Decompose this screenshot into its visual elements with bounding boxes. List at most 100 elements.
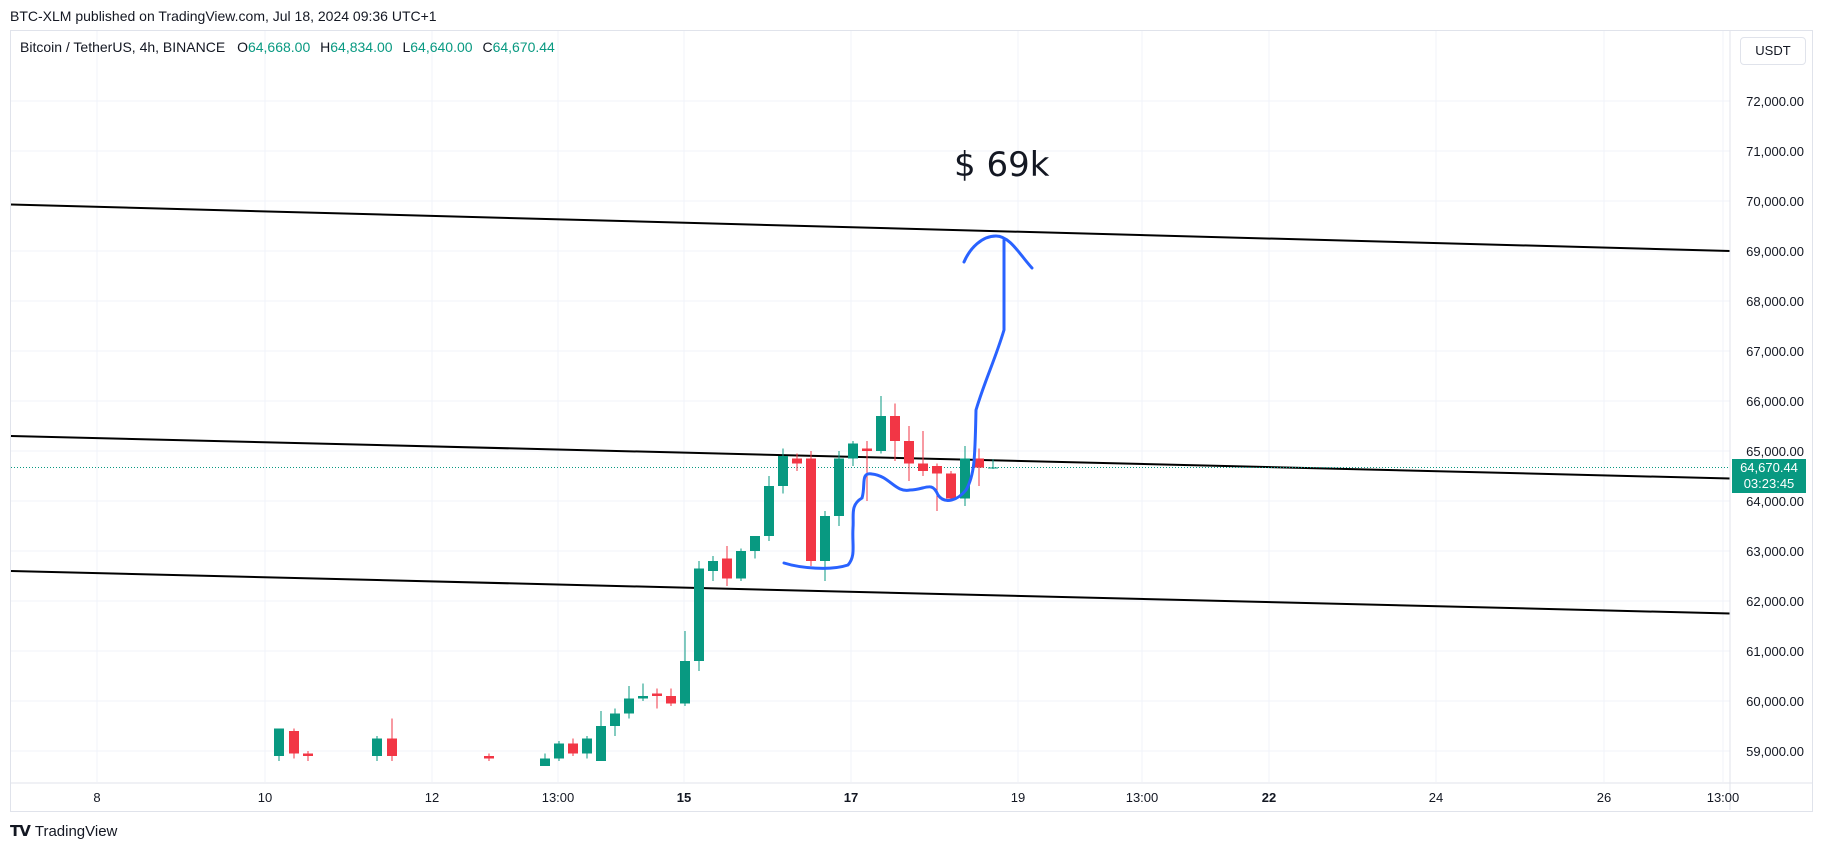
candle-body [890, 416, 900, 441]
candle-body [722, 558, 732, 579]
time-tick-label: 22 [1262, 790, 1276, 805]
price-tick-label: 70,000.00 [1746, 194, 1804, 209]
time-tick-label: 13:00 [1126, 790, 1159, 805]
publisher-line: BTC-XLM published on TradingView.com, Ju… [10, 8, 437, 24]
currency-button[interactable]: USDT [1740, 37, 1806, 65]
candle-body [988, 467, 998, 469]
candle [638, 683, 648, 701]
price-tick-label: 68,000.00 [1746, 294, 1804, 309]
candle-body [610, 713, 620, 726]
candle [303, 751, 313, 761]
symbol-legend: Bitcoin / TetherUS, 4h, BINANCE O64,668.… [20, 39, 561, 55]
candle-body [596, 726, 606, 761]
candle-body [484, 756, 494, 759]
candle [974, 448, 984, 486]
candle [918, 431, 928, 476]
hand-drawn-arrow [782, 234, 1034, 570]
price-axis: 59,000.00 60,000.00 61,000.00 62,000.00 63,0… [11, 31, 1812, 810]
candles [274, 396, 998, 766]
chart-frame [10, 30, 1813, 812]
candle [610, 708, 620, 736]
candle [904, 426, 914, 481]
candle-body [289, 731, 299, 754]
tradingview-logo-icon: 𝗧𝗩 [10, 823, 31, 840]
candle [848, 441, 858, 466]
candle [988, 459, 998, 469]
candle-body [554, 743, 564, 759]
candle-body [750, 536, 760, 551]
candle [694, 561, 704, 671]
candle [554, 741, 564, 761]
candle-body [862, 448, 872, 451]
candle-body [974, 458, 984, 468]
candle [652, 688, 662, 709]
trendline [10, 570, 1731, 615]
candle-body [778, 456, 788, 486]
candle-body [568, 743, 578, 754]
time-tick-label: 15 [677, 790, 691, 805]
candle-body [904, 441, 914, 464]
high-value: 64,834.00 [330, 39, 393, 55]
candle [387, 718, 397, 761]
price-tick-label: 59,000.00 [1746, 744, 1804, 759]
price-tick-label: 64,000.00 [1746, 494, 1804, 509]
price-tick-label: 63,000.00 [1746, 544, 1804, 559]
candle [876, 396, 886, 454]
candle [946, 471, 956, 501]
price-tick-label: 67,000.00 [1746, 344, 1804, 359]
price-tick-label: 60,000.00 [1746, 694, 1804, 709]
candle-body [666, 696, 676, 704]
last-price-tag: 64,670.44 03:23:45 [1732, 459, 1806, 493]
candle-body [303, 753, 313, 756]
time-tick-label: 19 [1011, 790, 1025, 805]
low-value: 64,640.00 [410, 39, 473, 55]
candle [806, 451, 816, 566]
candle-body [387, 738, 397, 756]
footer-brand[interactable]: 𝗧𝗩 TradingView [10, 822, 118, 841]
time-tick-label: 8 [93, 790, 100, 805]
candle [582, 736, 592, 759]
candle-body [876, 416, 886, 451]
time-axis: 8 10 12 13:00 15 17 19 13:00 22 24 26 13:00 [93, 790, 1739, 805]
last-price-value: 64,670.44 [1740, 460, 1798, 475]
candle-body [652, 693, 662, 696]
time-tick-label: 12 [425, 790, 439, 805]
candle-body [806, 458, 816, 561]
high-label: H [320, 39, 331, 55]
candle [932, 463, 942, 511]
candle-body [960, 458, 970, 499]
candle-body [736, 551, 746, 579]
candle-body [624, 698, 634, 714]
candle-body [694, 568, 704, 661]
candle [540, 753, 550, 766]
candle [792, 453, 802, 471]
time-tick-label: 17 [844, 790, 858, 805]
candle-body [820, 516, 830, 561]
candle-body [932, 466, 942, 474]
candle-body [638, 696, 648, 699]
time-tick-label: 13:00 [542, 790, 575, 805]
trendline [10, 203, 1731, 252]
candle [834, 451, 844, 526]
price-tick-label: 71,000.00 [1746, 144, 1804, 159]
candle-body [274, 728, 284, 756]
candle-body [372, 738, 382, 756]
candle [708, 556, 718, 581]
time-tick-label: 13:00 [1707, 790, 1740, 805]
price-tick-label: 69,000.00 [1746, 244, 1804, 259]
candle [890, 403, 900, 461]
time-tick-label: 10 [258, 790, 272, 805]
candle [289, 728, 299, 759]
time-tick-label: 26 [1597, 790, 1611, 805]
price-tick-label: 72,000.00 [1746, 94, 1804, 109]
candle-body [918, 463, 928, 471]
candle [624, 686, 634, 719]
candle [778, 448, 788, 494]
candle-body [582, 738, 592, 754]
candle-body [834, 458, 844, 516]
low-label: L [402, 39, 411, 55]
candle [484, 753, 494, 761]
bar-countdown: 03:23:45 [1743, 476, 1795, 491]
brand-name: TradingView [34, 822, 118, 840]
